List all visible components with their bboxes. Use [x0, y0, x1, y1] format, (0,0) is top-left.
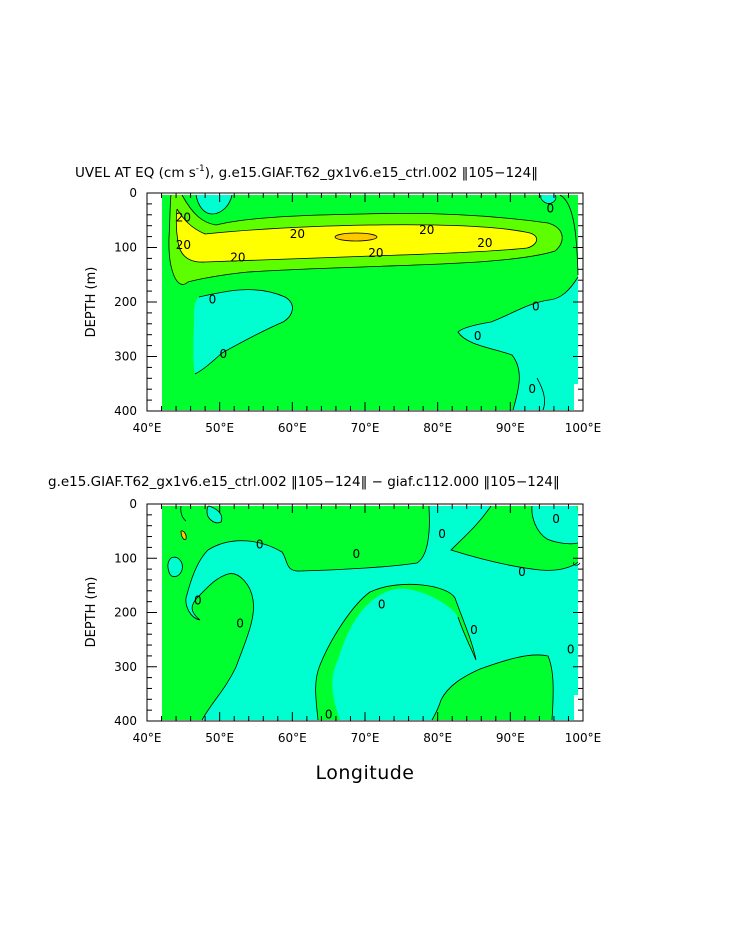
fill-cyan-top-right [531, 506, 578, 544]
contour-line [194, 289, 293, 375]
y-tick-label: 400 [114, 404, 137, 418]
contour-label: 0 [546, 201, 554, 215]
contour-label: 0 [352, 547, 360, 561]
contour-label: 0 [552, 512, 560, 526]
contour-label: 20 [290, 227, 305, 241]
x-tick-label: 60°E [278, 731, 307, 745]
contour-label: 0 [474, 329, 482, 343]
fill-core-max [334, 232, 378, 242]
contour-label: 0 [219, 347, 227, 361]
contour-label: 0 [438, 527, 446, 541]
contour-label: 0 [470, 623, 478, 637]
contour-label: 0 [236, 616, 244, 630]
contour-label: 0 [378, 597, 386, 611]
x-tick-label: 40°E [133, 731, 162, 745]
panel-bottom-ylabel: DEPTH (m) [84, 577, 99, 648]
contour-line [531, 505, 579, 545]
fill-cyan-mid-left [193, 289, 293, 374]
x-axis-label: Longitude [316, 762, 415, 784]
contour-line [180, 505, 187, 522]
panel-bottom-contour-labels: 0 0 0 0 0 0 0 0 0 0 0 [194, 512, 574, 721]
x-tick-label: 90°E [496, 421, 525, 435]
contour-label: 20 [176, 238, 191, 252]
contour-label: 0 [325, 707, 333, 721]
panel-bottom-title: g.e15.GIAF.T62_gx1v6.e15_ctrl.002 ‖105−1… [48, 474, 560, 490]
contour-line [540, 194, 557, 204]
x-tick-label: 50°E [205, 731, 234, 745]
contour-line [175, 208, 538, 263]
panel-top-contour-lines [168, 194, 579, 411]
contour-label: 0 [528, 382, 536, 396]
x-tick-label: 40°E [133, 421, 162, 435]
contour-line [167, 556, 183, 578]
x-tick-label: 70°E [351, 731, 380, 745]
y-tick-label: 0 [129, 497, 137, 511]
x-tick-label: 80°E [423, 731, 452, 745]
contour-line [185, 505, 430, 721]
y-tick-label: 200 [114, 606, 137, 620]
y-tick-label: 0 [129, 186, 137, 200]
y-tick-label: 300 [114, 660, 137, 674]
x-tick-label: 50°E [205, 421, 234, 435]
panel-bottom-fills [162, 506, 580, 720]
contour-label: 0 [532, 299, 540, 313]
contour-line [315, 583, 477, 721]
panel-top-title: UVEL AT EQ (cm s-1), g.e15.GIAF.T62_gx1v… [75, 164, 538, 181]
panel-top-ylabel: DEPTH (m) [84, 267, 99, 338]
contour-line [573, 561, 581, 566]
x-tick-label: 60°E [278, 421, 307, 435]
y-tick-label: 100 [114, 241, 137, 255]
fill-cyan-bottom-right [458, 277, 578, 410]
panel-bottom-contour-lines [167, 505, 581, 721]
contour-label: 20 [368, 246, 383, 260]
panel-top-axes: 40°E 50°E 60°E 70°E 80°E 90°E 100°E01002003004… [114, 186, 601, 435]
contour-line [168, 194, 563, 285]
contour-line [195, 194, 233, 215]
panel-top-contour-labels: 20 20 20 20 20 20 20 0 0 0 0 0 0 [176, 201, 554, 396]
fill-cyan-small-1 [207, 506, 222, 523]
contour-line [431, 654, 554, 721]
fill-cyan-top-right [540, 195, 556, 204]
x-tick-label: 70°E [351, 421, 380, 435]
contour-label: 20 [230, 250, 245, 264]
panel-bottom: g.e15.GIAF.T62_gx1v6.e15_ctrl.002 ‖105−1… [48, 474, 601, 745]
fill-cyan-main [185, 506, 578, 720]
y-tick-label: 200 [114, 295, 137, 309]
fill-land [574, 695, 580, 720]
contour-line [450, 505, 579, 571]
panel-top: UVEL AT EQ (cm s-1), g.e15.GIAF.T62_gx1v… [75, 164, 601, 435]
y-tick-label: 400 [114, 714, 137, 728]
panel-top-fills [162, 195, 580, 410]
x-tick-label: 100°E [565, 421, 602, 435]
fill-cyan-small-2 [167, 557, 183, 577]
contour-label: 20 [477, 236, 492, 250]
contour-label: 20 [419, 223, 434, 237]
y-tick-label: 100 [114, 551, 137, 565]
contour-line [536, 377, 545, 411]
x-tick-label: 100°E [565, 731, 602, 745]
contour-label: 0 [567, 642, 575, 656]
contour-line [180, 530, 187, 540]
contour-label: 20 [176, 211, 191, 225]
contour-label: 0 [209, 292, 217, 306]
y-tick-label: 300 [114, 350, 137, 364]
contour-label: 0 [518, 565, 526, 579]
fill-cyan-top-left [196, 195, 232, 214]
contour-label: 0 [256, 538, 264, 552]
panel-bottom-axes: 40°E 50°E 60°E 70°E 80°E 90°E 100°E 0 100 200 300 4… [114, 497, 601, 745]
fill-land [574, 384, 580, 410]
contour-line [457, 276, 579, 411]
contour-label: 0 [194, 594, 202, 608]
x-tick-label: 80°E [423, 421, 452, 435]
x-tick-label: 90°E [496, 731, 525, 745]
contour-line [559, 194, 579, 276]
